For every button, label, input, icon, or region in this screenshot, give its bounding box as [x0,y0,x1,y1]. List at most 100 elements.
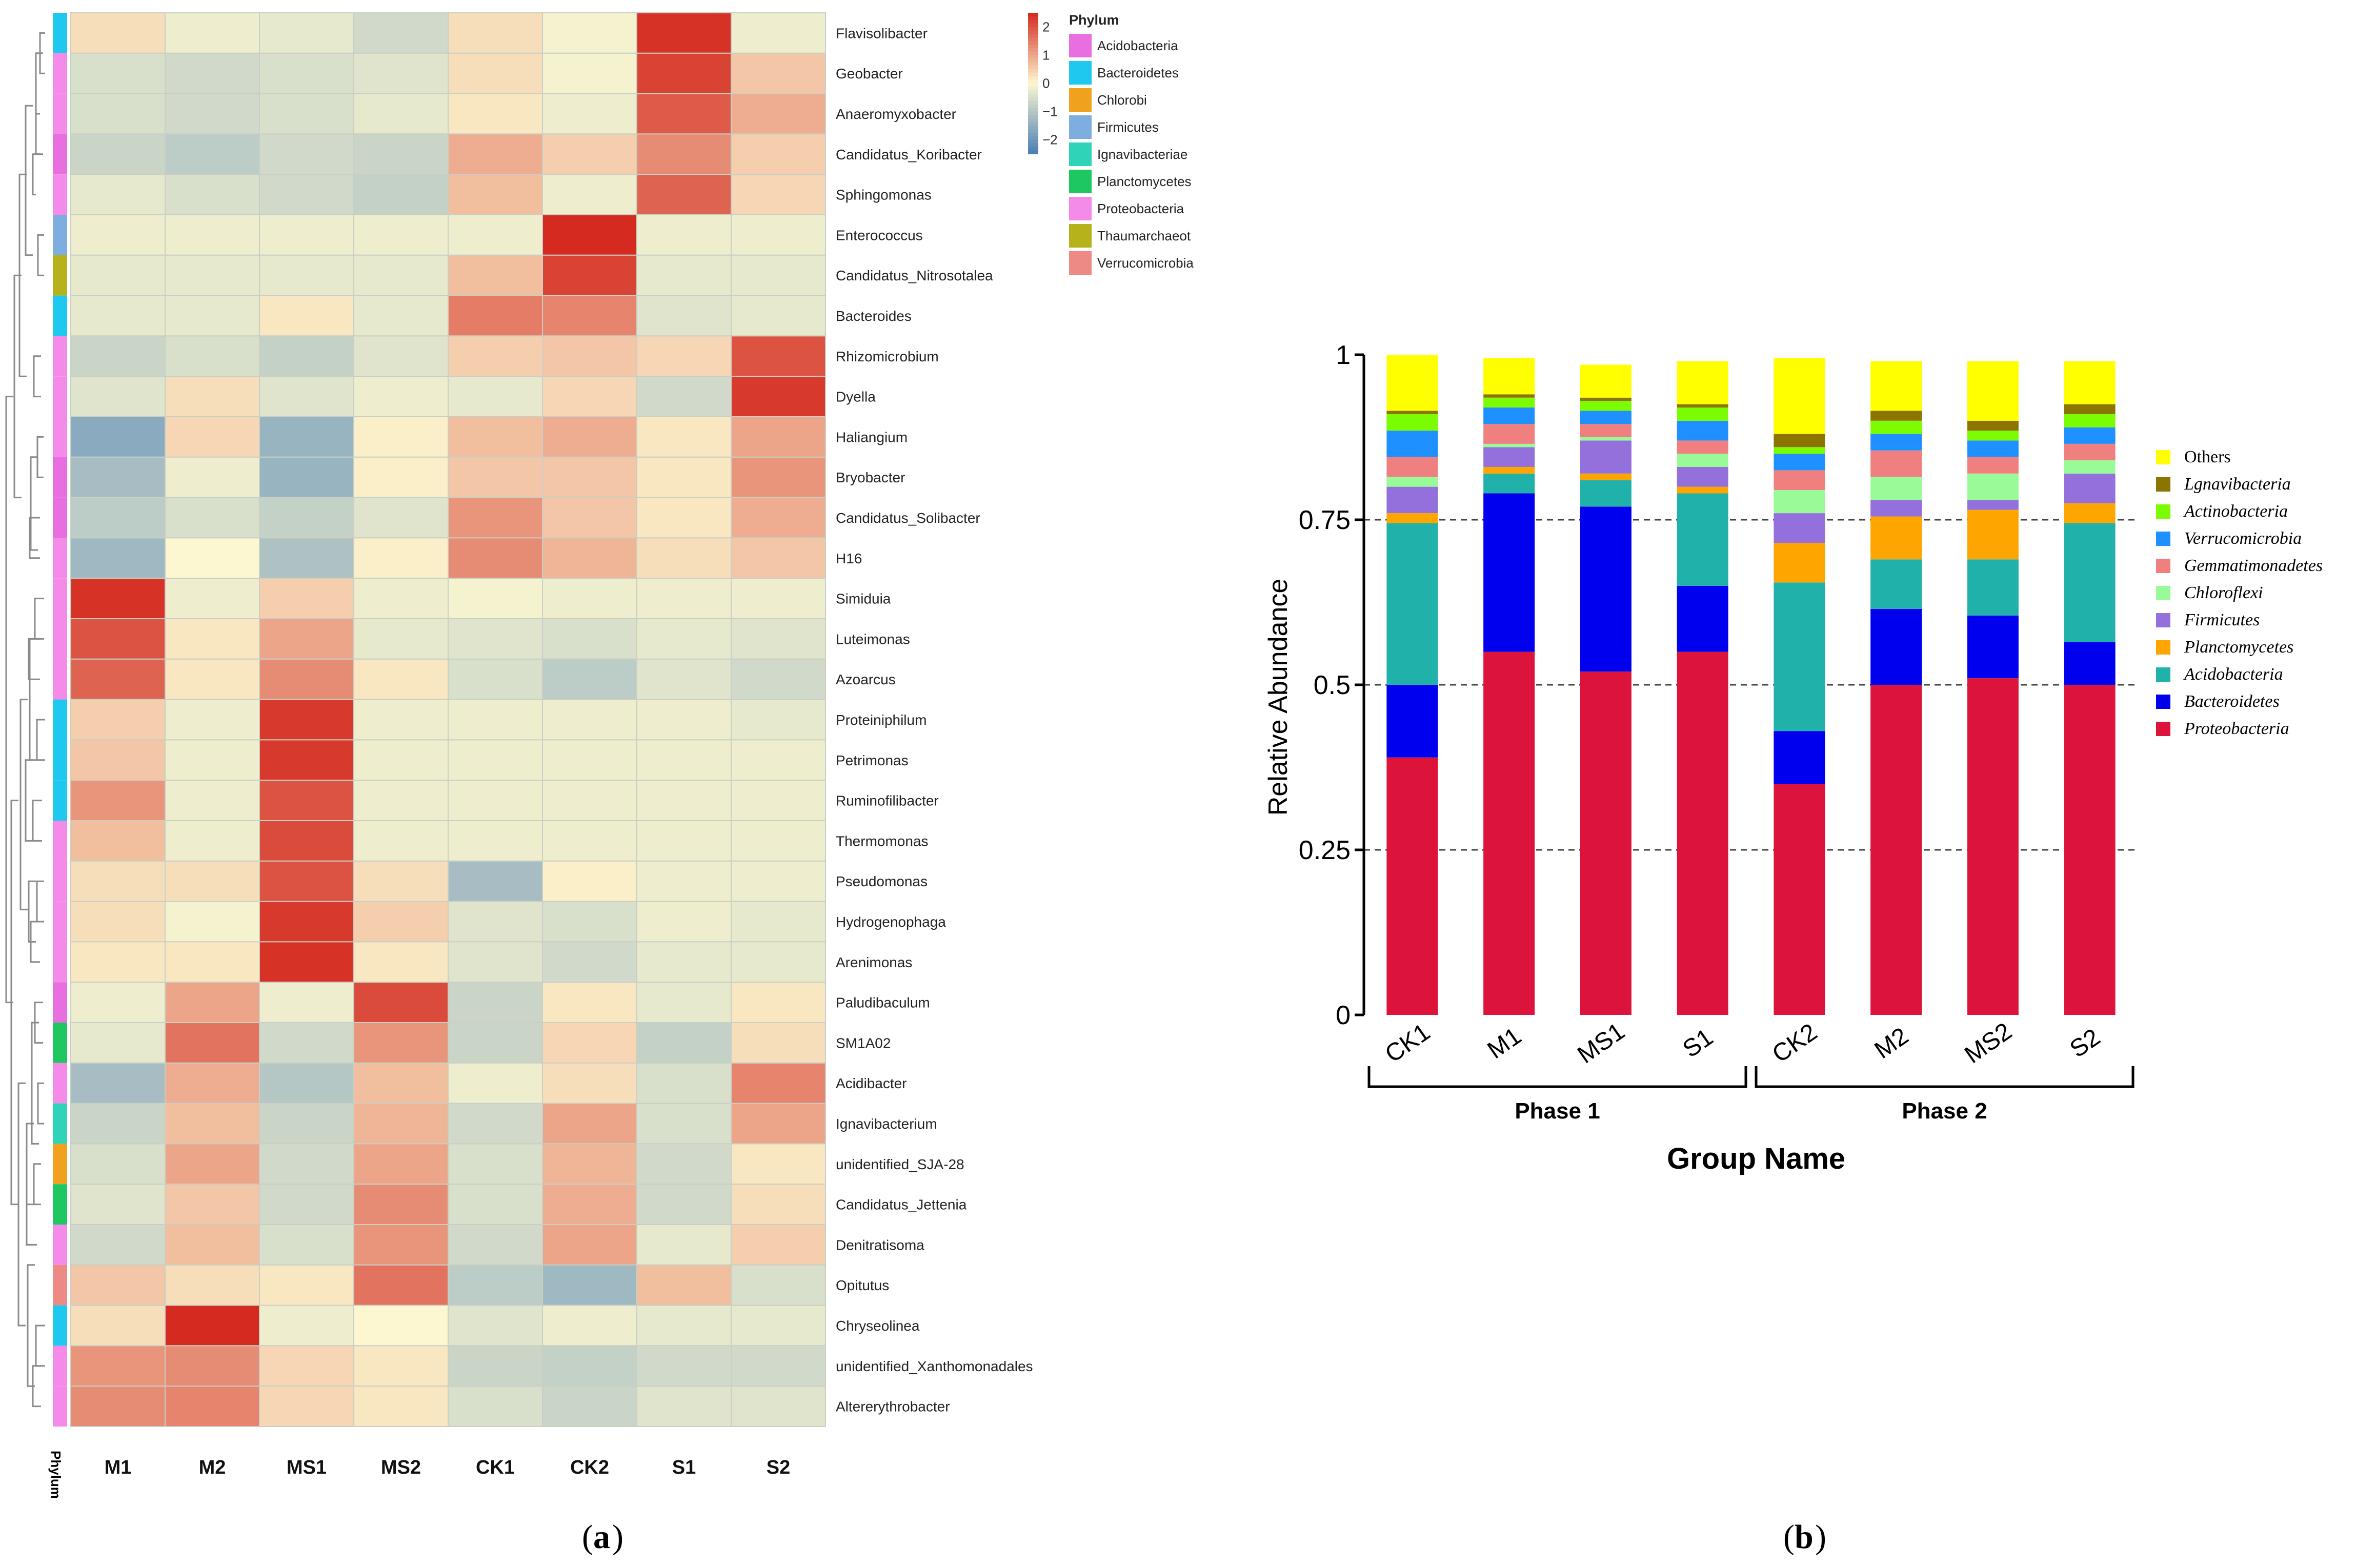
dendro-branch [17,1082,26,1327]
heat-cell-Ruminofilibacter-CK2 [542,780,637,821]
bar-seg-MS2-Chloroflexi [1967,473,2019,500]
heat-row-label: Azoarcus [836,671,896,687]
y-tick-label: 0.75 [1299,505,1351,535]
phase-label: Phase 2 [1902,1098,1987,1124]
heat-cell-Opitutus-MS1 [259,1264,354,1306]
heat-col-label: CK1 [476,1457,515,1478]
heatmap-row-labels: Flavisolibacter Geobacter Anaeromyxobacter… [836,25,1033,1414]
colorbar-step [1028,104,1038,109]
heat-cell-Thermomonas-MS2 [353,820,449,862]
heat-cell-Arenimonas-MS1 [259,941,354,983]
heat-cell-Geobacter-M2 [165,52,260,94]
colorbar-step [1028,76,1038,80]
heat-cell-Hydrogenophaga-S2 [731,901,826,943]
heat-cell-Arenimonas-CK2 [542,941,637,983]
phylum-swatch-Altererythrobacter [53,1386,67,1427]
heat-cell-Altererythrobacter-S2 [731,1386,826,1427]
phylum-legend-label: Chlorobi [1097,92,1147,108]
heat-cell-Candidatus_Nitrosotalea-M2 [165,254,260,296]
heat-cell-Anaeromyxobacter-M1 [70,93,166,135]
phylum-legend-label: Bacteroidetes [1097,65,1179,80]
heat-row-label: Dyella [836,389,876,405]
heat-row-label: Hydrogenophaga [836,914,946,930]
heat-cell-Dyella-M2 [165,376,260,418]
heat-row-label: Candidatus_Koribacter [836,147,982,162]
phylum-swatch-unidentified_SJA-28 [53,1144,67,1185]
bar-seg-CK1-Acidobacteria [1386,523,1438,685]
colorbar-step [1028,66,1038,70]
dendro-branch [26,1123,34,1246]
heat-cell-Luteimonas-CK1 [448,618,543,660]
heat-cell-Denitratisoma-S2 [731,1224,826,1266]
heat-cell-Enterococcus-S2 [731,214,826,256]
heat-cell-Sphingomonas-S1 [636,174,732,216]
heat-cell-Pseudomonas-CK2 [542,860,637,902]
colorbar-step [1028,55,1038,59]
heat-cell-Rhizomicrobium-MS1 [259,335,354,377]
bar-seg-MS1-Planctomycetes [1580,473,1632,480]
bar-seg-M1-Chloroflexi [1483,443,1535,447]
heat-cell-Sphingomonas-M1 [70,174,166,216]
phylum-legend-swatch [1069,61,1092,85]
legend-label-Acidobacteria: Acidobacteria [2183,665,2283,684]
heat-cell-Simiduia-CK1 [448,578,543,619]
phylum-swatch-Bacteroides [53,295,67,336]
heat-cell-Candidatus_Koribacter-M2 [165,133,260,175]
heat-cell-Simiduia-MS1 [259,578,354,619]
bar-seg-CK2-Firmicutes [1774,513,1825,543]
heat-cell-Ignavibacterium-M1 [70,1103,166,1145]
heat-cell-Paludibaculum-M1 [70,982,166,1023]
bar-seg-M1-Proteobacteria [1483,651,1535,1015]
dendro-link [33,1163,41,1206]
heat-cell-Simiduia-S2 [731,578,826,619]
heat-cell-SM1A02-MS2 [353,1022,449,1064]
heat-cell-Candidatus_Solibacter-CK2 [542,497,637,539]
heat-cell-Flavisolibacter-M1 [70,12,166,54]
colorbar-step [1028,62,1038,67]
heat-cell-Bryobacter-MS1 [259,456,354,498]
heat-cell-Hydrogenophaga-MS2 [353,901,449,943]
legend-swatch-Bacteroidetes [2156,695,2170,709]
colorbar-step [1028,132,1038,137]
phylum-legend-swatch [1069,197,1092,220]
bar-seg-M2-Actinobacteria [1870,420,1922,434]
heat-cell-unidentified_SJA-28-S2 [731,1143,826,1185]
heat-cell-Geobacter-MS1 [259,52,354,94]
colorbar-tick-label: 2 [1042,19,1050,35]
phylum-swatch-Candidatus_Solibacter [53,497,67,538]
heat-cell-Candidatus_Nitrosotalea-CK1 [448,254,543,296]
heat-row-label: Petrimonas [836,752,909,768]
heat-cell-Flavisolibacter-M2 [165,12,260,54]
bar-seg-S1-Firmicutes [1677,466,1728,487]
dendro-link [37,234,44,276]
bar-seg-MS2-Acidobacteria [1967,559,2019,616]
heat-cell-Luteimonas-S1 [636,618,732,660]
legend-label-Proteobacteria: Proteobacteria [2184,719,2289,738]
heat-cell-Denitratisoma-CK1 [448,1224,543,1266]
heat-cell-Arenimonas-MS2 [353,941,449,983]
heat-cell-Altererythrobacter-MS1 [259,1386,354,1427]
heat-cell-Paludibaculum-MS1 [259,982,354,1023]
heat-cell-Rhizomicrobium-M1 [70,335,166,377]
heat-cell-Petrimonas-CK2 [542,739,637,781]
phylum-legend-label: Proteobacteria [1097,201,1184,216]
bar-seg-M1-Lgnavibacteria [1483,394,1535,398]
phylum-swatch-Dyella [53,376,67,417]
heat-cell-Dyella-MS1 [259,376,354,418]
heat-cell-Ruminofilibacter-MS2 [353,780,449,821]
heat-cell-Pseudomonas-M1 [70,860,166,902]
heat-cell-Azoarcus-S2 [731,658,826,700]
heat-cell-Opitutus-M2 [165,1264,260,1306]
heat-row-label: Opitutus [836,1277,889,1293]
heat-cell-Chryseolinea-CK1 [448,1305,543,1347]
colorbar-step [1028,87,1038,91]
svg-text:): ) [1815,1518,1826,1556]
phylum-swatch-Pseudomonas [53,861,67,902]
heat-cell-Azoarcus-S1 [636,658,732,700]
heat-row-label: Candidatus_Jettenia [836,1197,967,1213]
phylum-legend-swatch [1069,170,1092,193]
heat-cell-Haliangium-MS2 [353,416,449,458]
heat-cell-Hydrogenophaga-CK2 [542,901,637,943]
y-tick-label: 0.5 [1314,670,1351,700]
heat-cell-SM1A02-M2 [165,1022,260,1064]
